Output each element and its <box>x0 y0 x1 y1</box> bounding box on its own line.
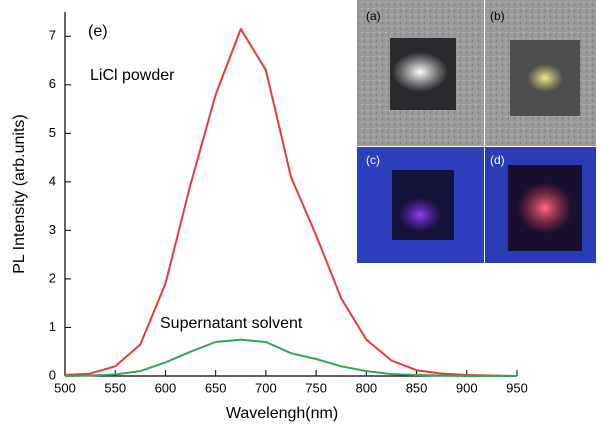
inset-label: (a) <box>366 9 381 23</box>
y-tick-label: 1 <box>49 319 56 334</box>
y-tick-label: 7 <box>49 28 56 43</box>
annotation: (e) <box>88 23 108 40</box>
x-tick-label: 600 <box>155 380 177 395</box>
y-tick-label: 6 <box>49 76 56 91</box>
x-tick-label: 800 <box>355 380 377 395</box>
y-tick-label: 5 <box>49 125 56 140</box>
x-tick-label: 950 <box>506 380 528 395</box>
x-tick-label: 750 <box>305 380 327 395</box>
annotation: Supernatant solvent <box>160 315 303 332</box>
inset-label: (c) <box>366 153 380 167</box>
inset-label: (d) <box>490 153 505 167</box>
x-tick-label: 900 <box>456 380 478 395</box>
y-tick-label: 4 <box>49 173 56 188</box>
sample-powder <box>517 182 573 234</box>
sample-powder <box>392 52 448 92</box>
x-axis-label: Wavelengh(nm) <box>226 405 338 422</box>
series-line <box>65 340 517 376</box>
chart: Wavelengh(nm) PL Intensity (arb.units) 0… <box>0 0 601 426</box>
inset-photos <box>357 0 596 263</box>
sample-powder <box>398 197 442 233</box>
inset-label: (b) <box>490 9 505 23</box>
x-tick-label: 650 <box>205 380 227 395</box>
x-tick-label: 500 <box>54 380 76 395</box>
y-tick-label: 2 <box>49 270 56 285</box>
y-axis-label: PL Intensity (arb.units) <box>11 114 28 273</box>
sample-powder <box>527 64 563 92</box>
x-tick-label: 850 <box>406 380 428 395</box>
x-tick-label: 550 <box>104 380 126 395</box>
annotation: LiCl powder <box>90 67 175 84</box>
y-tick-label: 3 <box>49 222 56 237</box>
x-tick-label: 700 <box>255 380 277 395</box>
